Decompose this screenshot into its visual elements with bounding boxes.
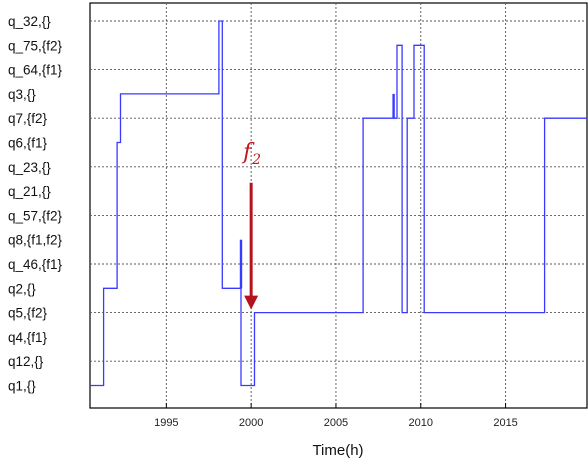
- x-tick-label: 2005: [324, 417, 348, 429]
- y-tick-label: q6,{f1}: [8, 136, 48, 151]
- y-tick-label: q_21,{}: [8, 184, 51, 199]
- series-line: [90, 20, 587, 387]
- y-tick-label: q_46,{f1}: [8, 257, 63, 272]
- y-tick-label: q12,{}: [8, 354, 44, 369]
- x-axis-title: Time(h): [312, 442, 363, 459]
- annotation-subscript: 2: [251, 152, 261, 168]
- y-tick-label: q5,{f2}: [8, 306, 48, 321]
- y-tick-label: q_23,{}: [8, 160, 51, 175]
- x-tick-label: 2010: [409, 417, 433, 429]
- x-tick-label: 2015: [493, 417, 517, 429]
- y-tick-label: q_32,{}: [8, 14, 51, 29]
- series-lines: [90, 20, 587, 387]
- y-tick-label: q1,{}: [8, 379, 36, 394]
- y-tick-label: q_75,{f2}: [8, 38, 63, 53]
- y-tick-label: q4,{f1}: [8, 330, 48, 345]
- y-tick-label: q3,{}: [8, 87, 36, 102]
- y-tick-label: q7,{f2}: [8, 111, 48, 126]
- y-tick-label: q_57,{f2}: [8, 208, 63, 223]
- x-tick-label: 2000: [239, 417, 263, 429]
- y-axis-labels: q1,{} q12,{} q4,{f1} q5,{f2} q2,{} q_46,{f1} q…: [8, 14, 63, 394]
- y-tick-label: q_64,{f1}: [8, 63, 63, 78]
- y-tick-label: q2,{}: [8, 281, 36, 296]
- annotation-arrow-head: [244, 295, 259, 310]
- x-axis-ticks: 1995 2000 2005 2010 2015: [154, 403, 518, 429]
- x-tick-label: 1995: [154, 417, 178, 429]
- plot-area-frame: [89, 2, 588, 409]
- y-tick-label: q8,{f1,f2}: [8, 233, 63, 248]
